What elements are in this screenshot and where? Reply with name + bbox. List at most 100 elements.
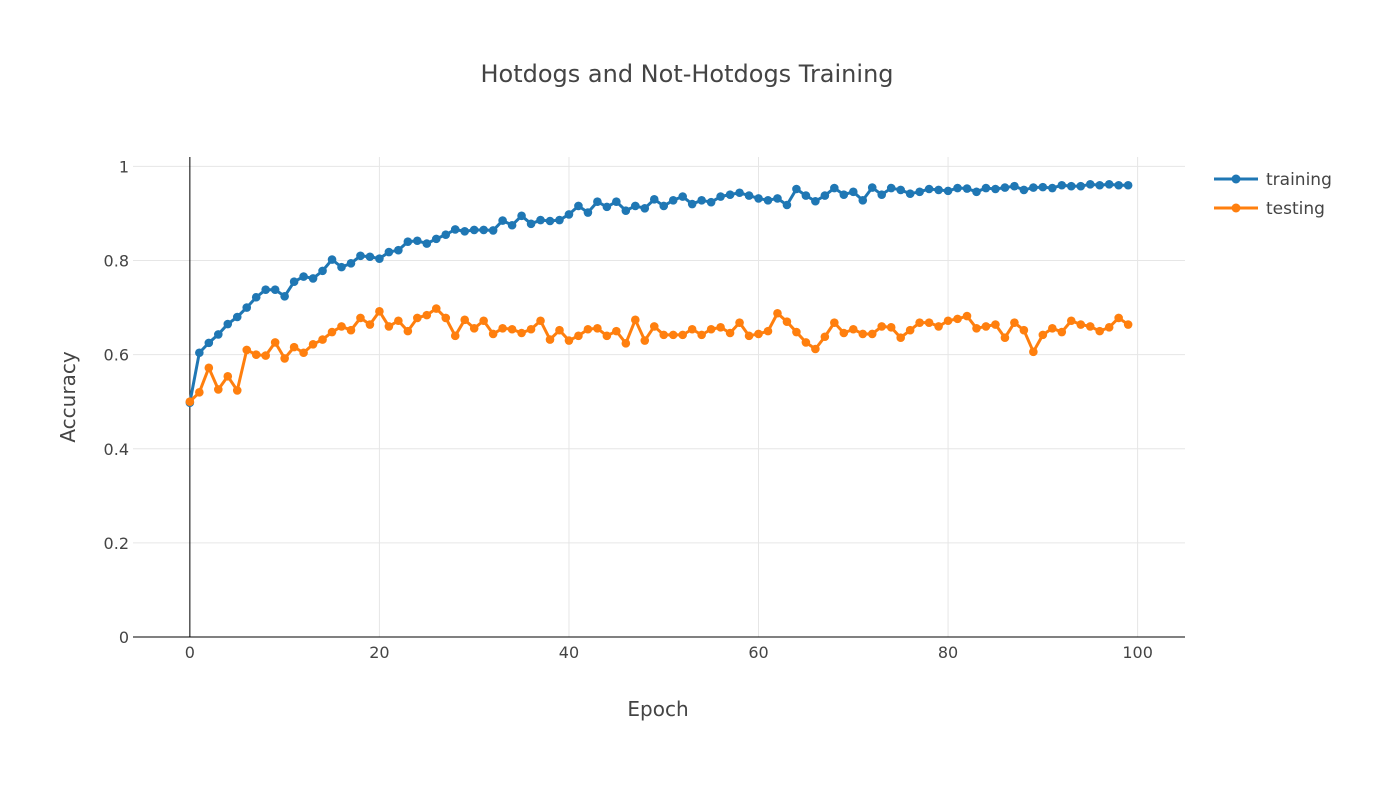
data-point-testing bbox=[1123, 320, 1133, 329]
data-point-training bbox=[886, 183, 896, 193]
data-point-testing bbox=[612, 326, 621, 336]
series-testing bbox=[185, 304, 1133, 407]
data-point-training bbox=[545, 216, 555, 226]
data-point-training bbox=[867, 183, 877, 192]
data-point-testing bbox=[318, 335, 327, 344]
data-point-testing bbox=[422, 310, 432, 320]
data-point-testing bbox=[858, 329, 868, 339]
data-point-testing bbox=[403, 326, 413, 336]
data-point-testing bbox=[896, 333, 905, 343]
data-point-testing bbox=[223, 371, 233, 381]
y-tick-label: 0.8 bbox=[104, 252, 129, 271]
data-point-training bbox=[308, 274, 318, 283]
data-point-training bbox=[270, 285, 280, 295]
data-point-training bbox=[1076, 181, 1086, 191]
data-point-testing bbox=[488, 329, 498, 339]
data-point-testing bbox=[195, 387, 204, 397]
data-point-training bbox=[659, 201, 669, 211]
data-point-testing bbox=[877, 322, 887, 331]
data-point-training bbox=[678, 192, 687, 201]
data-point-training bbox=[1123, 180, 1133, 190]
data-point-testing bbox=[1029, 347, 1038, 357]
data-point-training bbox=[223, 319, 233, 329]
y-tick-label: 0 bbox=[119, 628, 129, 647]
data-point-testing bbox=[507, 324, 517, 334]
data-point-testing bbox=[820, 332, 830, 342]
data-point-training bbox=[858, 195, 868, 205]
data-point-testing bbox=[792, 327, 801, 337]
data-point-training bbox=[1048, 183, 1057, 193]
data-point-testing bbox=[953, 314, 962, 324]
data-point-training bbox=[1010, 181, 1019, 191]
data-point-testing bbox=[583, 324, 593, 334]
data-point-testing bbox=[905, 325, 915, 335]
legend-marker-testing bbox=[1231, 203, 1241, 213]
legend[interactable]: training testing bbox=[1214, 170, 1332, 219]
data-point-testing bbox=[564, 336, 574, 345]
data-point-training bbox=[337, 262, 346, 272]
axes bbox=[133, 157, 1185, 638]
data-point-testing bbox=[242, 345, 252, 355]
data-point-testing bbox=[1104, 323, 1114, 332]
x-axis-label: Epoch bbox=[627, 697, 688, 721]
legend-item-testing[interactable]: testing bbox=[1214, 199, 1325, 219]
data-point-testing bbox=[962, 311, 972, 321]
data-point-training bbox=[697, 195, 706, 205]
data-point-testing bbox=[431, 304, 441, 313]
data-point-testing bbox=[744, 331, 754, 341]
series-line-training bbox=[188, 182, 1130, 405]
x-tick-label: 40 bbox=[559, 643, 579, 662]
data-point-testing bbox=[517, 328, 526, 338]
data-point-training bbox=[1029, 183, 1038, 192]
data-point-training bbox=[460, 227, 470, 236]
data-point-training bbox=[469, 225, 479, 235]
data-point-testing bbox=[469, 323, 479, 333]
data-point-testing bbox=[934, 322, 943, 331]
data-point-testing bbox=[280, 354, 289, 363]
data-point-testing bbox=[631, 315, 640, 325]
data-point-testing bbox=[479, 316, 488, 326]
data-point-testing bbox=[327, 327, 337, 337]
data-point-training bbox=[422, 239, 432, 248]
data-point-testing bbox=[574, 331, 583, 341]
data-point-testing bbox=[640, 336, 650, 345]
series-line-testing bbox=[188, 307, 1130, 404]
data-point-training bbox=[327, 255, 337, 264]
tick-labels: 0 0.2 0.4 0.6 0.8 1 0 20 40 60 80 100 bbox=[104, 157, 1153, 662]
data-point-testing bbox=[1076, 320, 1086, 329]
data-point-training bbox=[877, 190, 887, 199]
x-tick-label: 80 bbox=[938, 643, 958, 662]
data-point-training bbox=[431, 234, 441, 244]
data-point-testing bbox=[270, 338, 280, 347]
data-point-training bbox=[1019, 185, 1029, 195]
data-point-testing bbox=[375, 307, 384, 316]
data-point-training bbox=[1085, 179, 1095, 189]
data-point-testing bbox=[251, 350, 261, 359]
data-point-testing bbox=[763, 326, 773, 336]
data-point-training bbox=[375, 254, 384, 263]
data-point-training bbox=[1114, 180, 1123, 190]
data-point-training bbox=[640, 203, 650, 213]
data-point-testing bbox=[848, 324, 858, 334]
data-point-testing bbox=[773, 308, 782, 318]
data-point-testing bbox=[867, 329, 877, 339]
data-point-testing bbox=[308, 339, 318, 349]
data-point-testing bbox=[621, 339, 631, 348]
data-point-training bbox=[649, 195, 659, 204]
data-point-testing bbox=[659, 330, 669, 340]
data-point-training bbox=[299, 272, 308, 281]
data-point-testing bbox=[1048, 323, 1057, 333]
data-point-testing bbox=[1010, 318, 1019, 327]
data-point-training bbox=[593, 197, 602, 207]
data-point-training bbox=[621, 206, 631, 215]
data-point-testing bbox=[1095, 326, 1104, 336]
data-point-testing bbox=[384, 322, 394, 331]
legend-item-training[interactable]: training bbox=[1214, 170, 1332, 190]
data-point-training bbox=[981, 183, 991, 193]
x-tick-label: 20 bbox=[369, 643, 389, 662]
data-point-testing bbox=[299, 348, 308, 358]
data-point-training bbox=[612, 197, 621, 207]
data-point-training bbox=[583, 208, 593, 217]
